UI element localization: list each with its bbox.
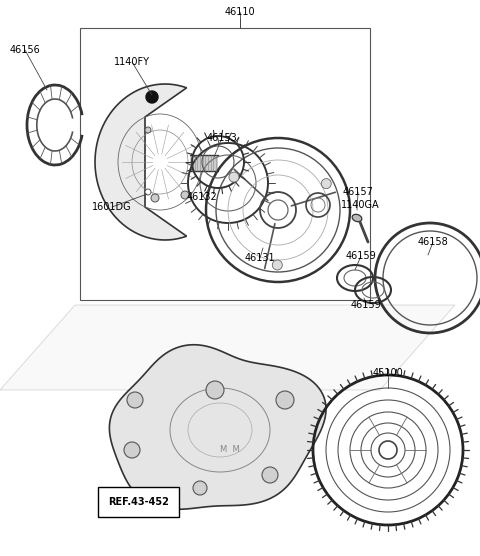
- Text: 46159: 46159: [346, 251, 376, 261]
- Text: 46158: 46158: [418, 237, 448, 247]
- Polygon shape: [109, 345, 326, 509]
- Circle shape: [145, 189, 151, 195]
- Circle shape: [151, 194, 159, 202]
- Text: 46110: 46110: [225, 7, 255, 17]
- Circle shape: [229, 172, 239, 182]
- Circle shape: [127, 392, 143, 408]
- Text: 1140GA: 1140GA: [341, 200, 379, 210]
- Polygon shape: [0, 305, 455, 390]
- Text: 46132: 46132: [187, 192, 217, 202]
- Text: 46157: 46157: [343, 187, 373, 197]
- Text: 46159: 46159: [350, 300, 382, 310]
- Text: M  M: M M: [220, 445, 240, 454]
- Text: 46153: 46153: [206, 133, 238, 143]
- Text: 46156: 46156: [10, 45, 40, 55]
- Circle shape: [181, 191, 189, 199]
- Bar: [80, 28, 370, 300]
- Circle shape: [124, 442, 140, 458]
- Circle shape: [272, 260, 282, 270]
- Text: 45100: 45100: [372, 368, 403, 378]
- Circle shape: [146, 91, 158, 103]
- Text: 1601DG: 1601DG: [92, 202, 132, 212]
- Circle shape: [276, 391, 294, 409]
- Text: REF.43-452: REF.43-452: [108, 497, 169, 507]
- Polygon shape: [95, 84, 187, 240]
- Circle shape: [262, 467, 278, 483]
- Text: 1140FY: 1140FY: [114, 57, 150, 67]
- Text: 46131: 46131: [245, 253, 276, 263]
- Bar: [190, 155, 218, 171]
- Circle shape: [206, 381, 224, 399]
- Ellipse shape: [352, 214, 362, 222]
- Circle shape: [193, 481, 207, 495]
- Circle shape: [321, 178, 331, 188]
- Circle shape: [145, 127, 151, 133]
